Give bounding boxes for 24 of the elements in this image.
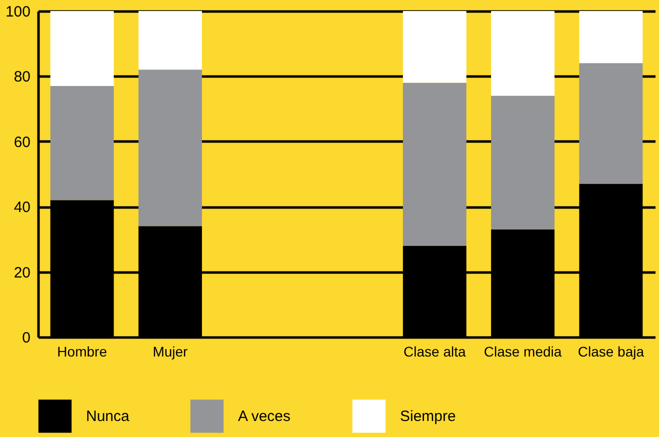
y-tick-label: 40 [14, 199, 30, 216]
bar [138, 70, 202, 226]
bar [402, 82, 466, 246]
x-tick-label: Clase baja [578, 344, 644, 360]
y-tick-label: 60 [14, 134, 30, 151]
y-tick-label: 20 [14, 264, 30, 282]
bar [50, 86, 114, 200]
bar [579, 63, 643, 184]
bar [491, 96, 555, 230]
bar [138, 11, 202, 70]
y-tick-label: 100 [5, 4, 30, 20]
y-tick-label: 0 [22, 330, 30, 346]
legend-label: Siempre [400, 408, 456, 426]
x-tick-label: Hombre [57, 344, 108, 360]
bar [579, 11, 643, 64]
legend-label: A veces [238, 408, 291, 426]
legend-label: Nunca [86, 408, 130, 426]
x-tick-label: Clase alta [404, 344, 466, 360]
x-tick-label: Mujer [152, 344, 188, 360]
x-tick-label: Clase media [484, 344, 562, 360]
bar [491, 11, 555, 96]
bar [50, 11, 114, 86]
bar [402, 11, 466, 83]
y-tick-label: 80 [14, 68, 30, 86]
